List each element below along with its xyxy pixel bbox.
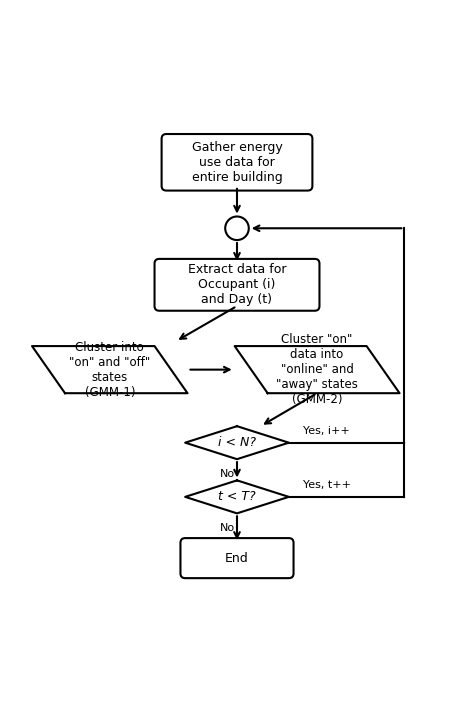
Polygon shape xyxy=(185,481,289,513)
Text: t < T?: t < T? xyxy=(218,491,256,503)
FancyBboxPatch shape xyxy=(155,259,319,311)
FancyBboxPatch shape xyxy=(181,538,293,578)
Text: Cluster "on"
data into
"online" and
"away" states
(GMM-2): Cluster "on" data into "online" and "awa… xyxy=(276,333,358,406)
Polygon shape xyxy=(185,426,289,459)
Text: i < N?: i < N? xyxy=(218,436,256,449)
Polygon shape xyxy=(235,346,400,393)
Text: End: End xyxy=(225,552,249,565)
Text: Cluster into
"on" and "off"
states
(GMM-1): Cluster into "on" and "off" states (GMM-… xyxy=(69,341,150,399)
Text: Yes, i++: Yes, i++ xyxy=(303,426,350,436)
Text: Extract data for
Occupant (i)
and Day (t): Extract data for Occupant (i) and Day (t… xyxy=(188,263,286,306)
Polygon shape xyxy=(32,346,188,393)
Text: Yes, t++: Yes, t++ xyxy=(303,480,351,490)
Text: No: No xyxy=(220,469,235,479)
Circle shape xyxy=(225,216,249,240)
Text: No: No xyxy=(220,523,235,533)
FancyBboxPatch shape xyxy=(162,134,312,191)
Text: Gather energy
use data for
entire building: Gather energy use data for entire buildi… xyxy=(191,141,283,184)
